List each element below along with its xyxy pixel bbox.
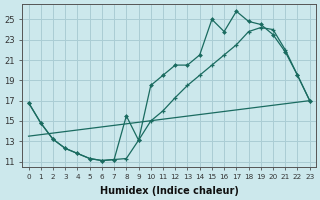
X-axis label: Humidex (Indice chaleur): Humidex (Indice chaleur) [100, 186, 239, 196]
